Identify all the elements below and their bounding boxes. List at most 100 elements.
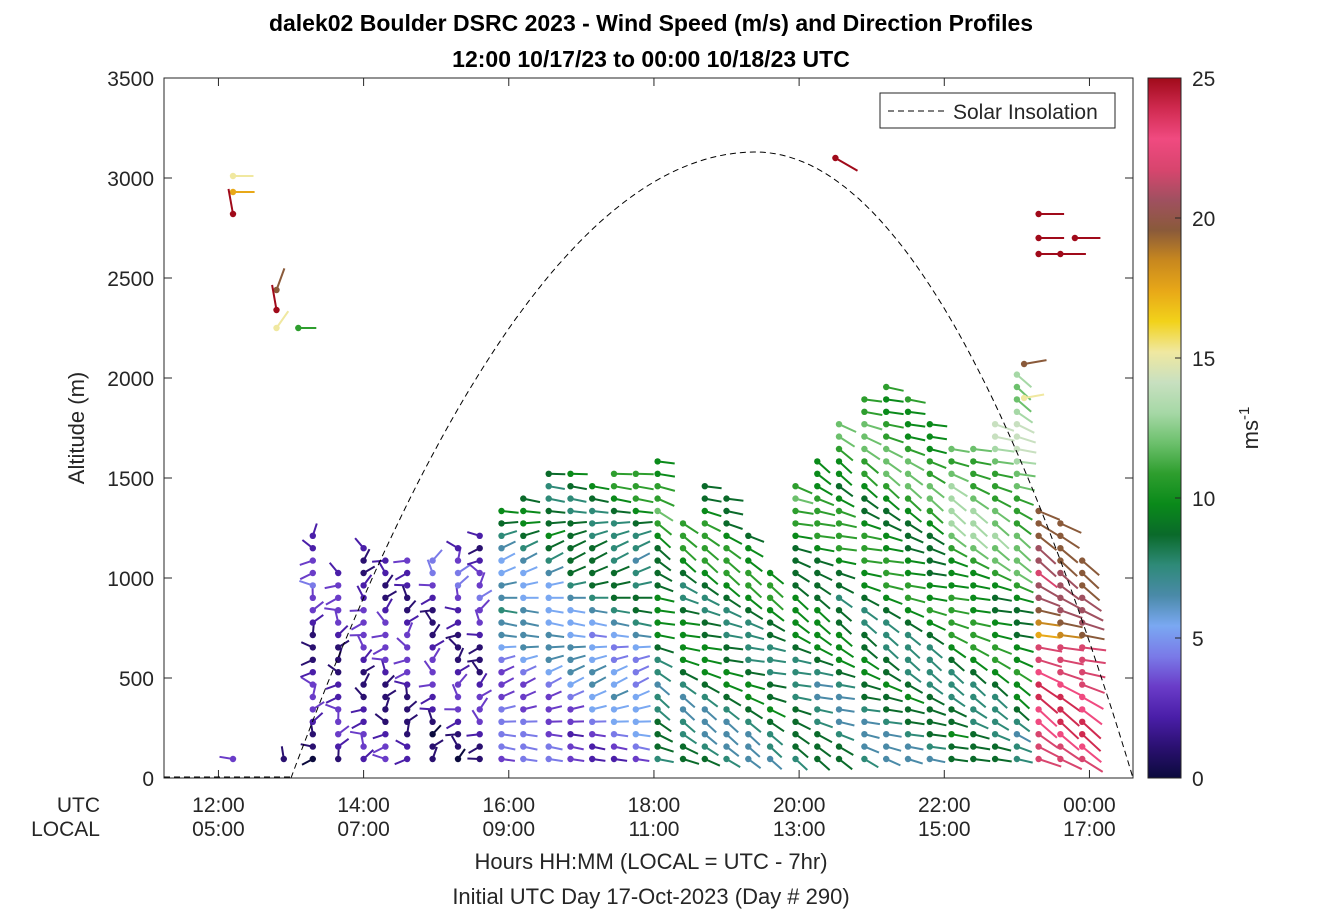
wind-barb-point bbox=[545, 669, 552, 676]
wind-barb-point bbox=[498, 594, 505, 601]
wind-barb-point bbox=[883, 731, 890, 738]
wind-barb-point bbox=[476, 631, 483, 639]
wind-barb-point bbox=[567, 582, 574, 589]
wind-barb-point bbox=[792, 607, 799, 614]
wind-barb-point bbox=[723, 569, 730, 577]
wind-barb-point bbox=[723, 718, 730, 725]
wind-barb-point bbox=[904, 755, 912, 763]
wind-barb-point bbox=[883, 607, 890, 614]
wind-barb-point bbox=[589, 631, 596, 639]
wind-barb-point bbox=[1057, 656, 1064, 663]
wind-barb-point bbox=[679, 607, 687, 614]
wind-barb-point bbox=[926, 693, 933, 701]
wind-barb-point bbox=[792, 644, 799, 651]
wind-barb-point bbox=[309, 681, 316, 688]
wind-barb-shaft bbox=[1059, 745, 1081, 761]
wind-barb-point bbox=[454, 594, 462, 601]
wind-barb-point bbox=[861, 470, 868, 477]
wind-barb-point bbox=[904, 421, 912, 428]
wind-barb-point bbox=[926, 594, 933, 601]
wind-barb-point bbox=[632, 483, 639, 490]
wind-barb-point bbox=[498, 507, 505, 515]
wind-barb-shaft bbox=[1059, 547, 1079, 564]
wind-barb-point bbox=[970, 644, 977, 651]
wind-barb-point bbox=[520, 507, 527, 515]
wind-barb-point bbox=[454, 706, 462, 713]
wind-barb-point bbox=[926, 706, 933, 713]
wind-barb-point bbox=[429, 743, 436, 750]
wind-barb-point bbox=[883, 445, 890, 453]
wind-barb-shaft bbox=[1060, 658, 1084, 666]
wind-barb-point bbox=[632, 607, 639, 614]
wind-barb-point bbox=[701, 669, 708, 676]
wind-barb-point bbox=[926, 458, 933, 465]
wind-barb-point bbox=[545, 483, 552, 490]
wind-barb-point bbox=[883, 681, 890, 688]
wind-barb-point bbox=[589, 557, 596, 564]
wind-barb-point bbox=[498, 681, 505, 688]
wind-barb-point bbox=[970, 693, 977, 701]
wind-barb-point bbox=[632, 495, 639, 502]
wind-barb-point bbox=[792, 569, 799, 577]
wind-barb-point bbox=[926, 656, 933, 663]
wind-barb-point bbox=[904, 507, 912, 515]
wind-barb-point bbox=[498, 569, 505, 577]
wind-barb-point bbox=[948, 470, 955, 477]
wind-barb-point bbox=[861, 594, 868, 601]
wind-barb-point bbox=[745, 656, 752, 663]
wind-barb-point bbox=[1057, 731, 1064, 738]
wind-barb-point bbox=[991, 470, 999, 477]
wind-barb-point bbox=[476, 669, 483, 676]
x-tick-label-local: 13:00 bbox=[773, 818, 826, 841]
wind-barb-point bbox=[792, 755, 799, 763]
wind-barb-point bbox=[229, 172, 237, 180]
wind-barb-point bbox=[654, 731, 661, 738]
wind-barb-point bbox=[545, 532, 552, 539]
wind-barb-point bbox=[654, 631, 661, 639]
wind-barb-point bbox=[970, 458, 977, 465]
wind-barb-point bbox=[723, 755, 730, 763]
wind-barb-point bbox=[701, 594, 708, 601]
wind-barb-point bbox=[679, 755, 687, 763]
wind-barb-point bbox=[701, 693, 708, 701]
wind-barb-point bbox=[498, 644, 505, 651]
wind-barb-point bbox=[567, 557, 574, 564]
wind-barb-point bbox=[1079, 569, 1086, 577]
wind-barb-point bbox=[1035, 619, 1042, 626]
wind-barb-point bbox=[1013, 718, 1021, 725]
wind-barb-point bbox=[814, 681, 821, 688]
wind-barb-point bbox=[1035, 631, 1042, 639]
wind-barb-point bbox=[1035, 569, 1042, 577]
wind-barb-point bbox=[1079, 644, 1086, 651]
wind-barb-point bbox=[476, 693, 483, 701]
wind-barb-point bbox=[970, 743, 977, 750]
wind-barb-point bbox=[429, 731, 436, 738]
wind-barb-point bbox=[1057, 669, 1064, 676]
wind-barb-point bbox=[861, 557, 868, 564]
wind-barb-point bbox=[970, 520, 977, 527]
wind-barb-point bbox=[654, 483, 661, 490]
wind-barb-point bbox=[1035, 731, 1042, 738]
wind-barb-point bbox=[632, 619, 639, 626]
wind-barb-point bbox=[498, 619, 505, 626]
colorbar-ticks: 0 5 10 15 20 25 bbox=[1175, 68, 1215, 791]
wind-barb-point bbox=[335, 706, 342, 713]
wind-barb-point bbox=[883, 532, 890, 539]
wind-barb-point bbox=[567, 706, 574, 713]
wind-barb-point bbox=[835, 545, 843, 552]
wind-barb-point bbox=[273, 306, 280, 314]
wind-barb-point bbox=[970, 483, 977, 490]
wind-barb-point bbox=[991, 607, 999, 614]
wind-barb-point bbox=[567, 656, 574, 663]
wind-barb-point bbox=[883, 569, 890, 577]
wind-barb-point bbox=[814, 582, 821, 589]
wind-barb-point bbox=[814, 693, 821, 701]
wind-barb-point bbox=[567, 644, 574, 651]
wind-barb-shaft bbox=[1059, 584, 1080, 601]
wind-barb-point bbox=[632, 693, 639, 701]
wind-barb-shaft bbox=[994, 435, 1015, 442]
wind-barb-point bbox=[589, 582, 596, 589]
wind-barb-point bbox=[883, 755, 890, 763]
wind-barb-point bbox=[814, 520, 821, 527]
wind-barb-point bbox=[1035, 234, 1042, 242]
